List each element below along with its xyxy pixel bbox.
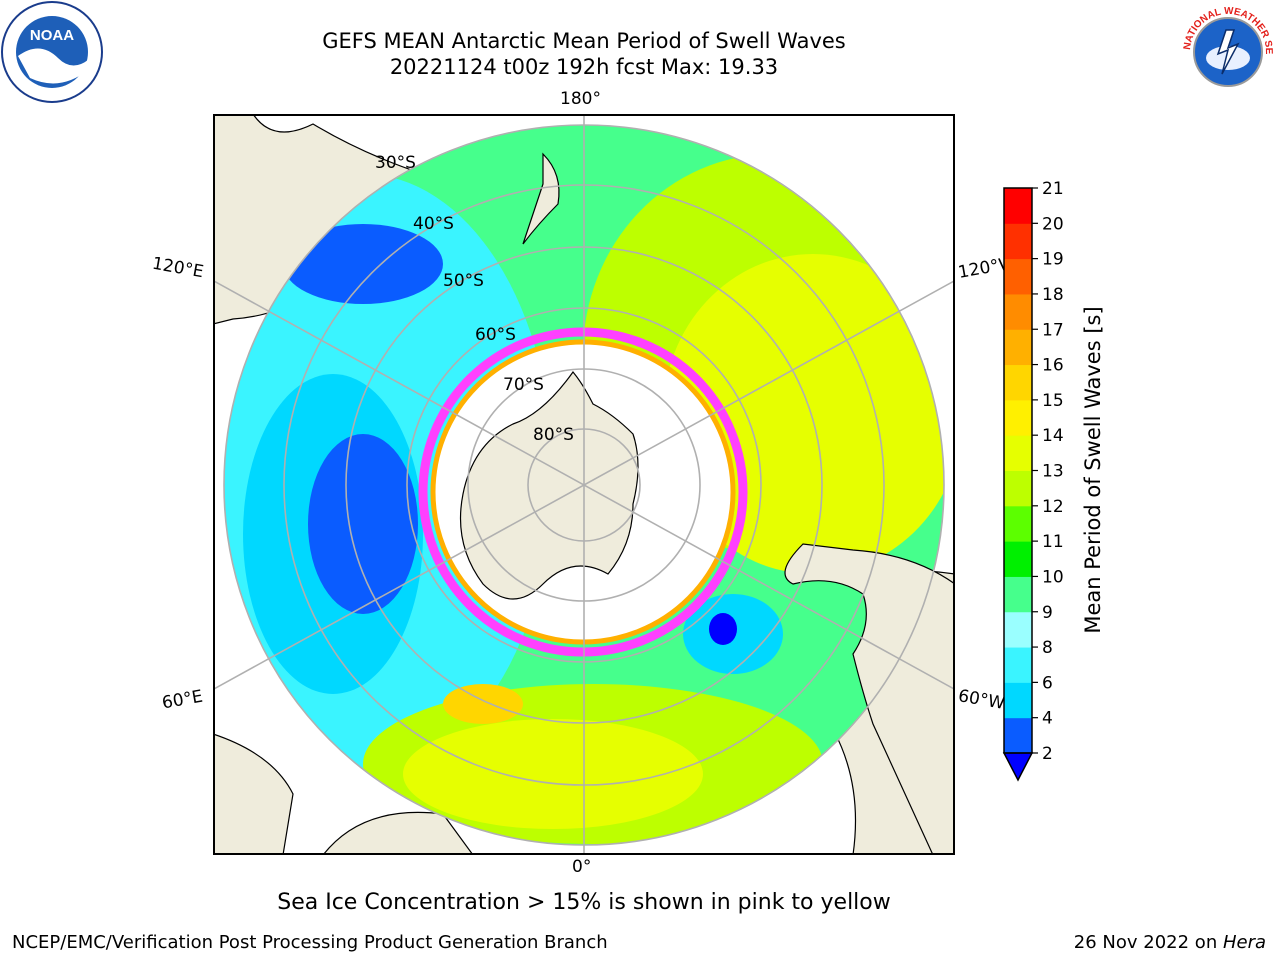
colorbar-tick-label: 2 <box>1042 744 1053 764</box>
colorbar-segment <box>1004 329 1032 366</box>
colorbar-segment <box>1004 188 1032 224</box>
footer-right: 26 Nov 2022 on Hera <box>1074 932 1266 953</box>
colorbar-segment <box>1004 223 1032 260</box>
colorbar-segment <box>1004 611 1032 648</box>
colorbar-tick-label: 9 <box>1042 603 1053 623</box>
colorbar-label: Mean Period of Swell Waves [s] <box>1081 306 1105 633</box>
colorbar-segment <box>1004 682 1032 719</box>
colorbar-tick-label: 13 <box>1042 462 1064 482</box>
chart-title: GEFS MEAN Antarctic Mean Period of Swell… <box>322 29 846 53</box>
noaa-logo-text: NOAA <box>30 27 74 44</box>
colorbar-tick-label: 16 <box>1042 356 1064 376</box>
colorbar-tick-label: 19 <box>1042 250 1064 270</box>
colorbar-tick-label: 6 <box>1042 673 1053 693</box>
colorbar-tick-label: 4 <box>1042 709 1053 729</box>
colorbar-tick-label: 14 <box>1042 426 1064 446</box>
lon-label-bottom: 0° <box>572 857 592 877</box>
colorbar-segment <box>1004 470 1032 507</box>
lat-label-50s: 50°S <box>443 271 484 291</box>
colorbar-tick-label: 12 <box>1042 497 1064 517</box>
colorbar-ticks: 2 4 6 8 9 10 11 12 13 14 15 16 17 18 19 20 21 <box>1032 180 1064 764</box>
footer-date: 26 Nov 2022 on <box>1073 932 1223 953</box>
noaa-logo: NOAA <box>1 1 103 103</box>
lon-label-120e: 120°E <box>150 253 206 283</box>
lat-label-80s: 80°S <box>533 425 574 445</box>
colorbar-segment <box>1004 364 1032 401</box>
colorbar-tick-label: 17 <box>1042 320 1064 340</box>
colorbar-segments <box>1004 188 1032 754</box>
footer-host: Hera <box>1222 932 1266 953</box>
colorbar-segment <box>1004 576 1032 613</box>
lat-label-60s: 60°S <box>475 325 516 345</box>
sea-ice-caption: Sea Ice Concentration > 15% is shown in … <box>277 890 891 915</box>
colorbar-segment <box>1004 399 1032 436</box>
antarctic-polar-map: 30°S 40°S 50°S 60°S 70°S 80°S <box>213 114 955 855</box>
colorbar-segment <box>1004 435 1032 471</box>
colorbar-segment <box>1004 258 1032 295</box>
chart-subtitle: 20221124 t00z 192h fcst Max: 19.33 <box>389 55 779 79</box>
colorbar-tick-label: 8 <box>1042 638 1053 658</box>
nws-logo: NATIONAL WEATHER SERVICE <box>1176 0 1278 102</box>
colorbar-segment <box>1004 505 1032 542</box>
lon-label-60e: 60°E <box>160 686 205 714</box>
colorbar: 2 4 6 8 9 10 11 12 13 14 15 16 17 18 19 20 21 Mean Perio… <box>1002 180 1105 782</box>
antarctica-landmass <box>459 371 639 600</box>
lat-label-70s: 70°S <box>503 375 544 395</box>
colorbar-segment <box>1004 541 1032 577</box>
map-frame <box>213 114 955 855</box>
graticule <box>213 114 955 855</box>
colorbar-tick-label: 21 <box>1042 180 1064 199</box>
colorbar-tick-label: 11 <box>1042 532 1064 552</box>
lat-label-30s: 30°S <box>375 153 416 173</box>
colorbar-segment <box>1004 293 1032 330</box>
colorbar-underflow-triangle <box>1002 752 1034 782</box>
footer-left: NCEP/EMC/Verification Post Processing Pr… <box>12 932 608 953</box>
colorbar-tick-label: 10 <box>1042 567 1064 587</box>
colorbar-tick-label: 15 <box>1042 391 1064 411</box>
new-zealand <box>522 152 560 245</box>
lon-label-top: 180° <box>560 89 601 109</box>
colorbar-tick-label: 20 <box>1042 214 1064 234</box>
colorbar-segment <box>1004 647 1032 683</box>
colorbar-tick-label: 18 <box>1042 285 1064 305</box>
lat-label-40s: 40°S <box>413 214 454 234</box>
south-america <box>784 543 955 855</box>
colorbar-segment <box>1004 717 1032 754</box>
